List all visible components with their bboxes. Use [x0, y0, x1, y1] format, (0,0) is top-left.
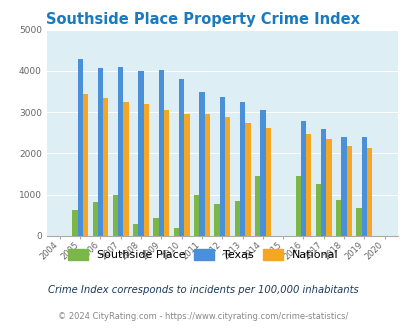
Bar — [356, 208, 361, 236]
Bar — [234, 201, 239, 236]
Bar — [179, 79, 184, 236]
Bar — [83, 94, 88, 236]
Bar — [92, 202, 98, 236]
Bar — [133, 224, 138, 236]
Text: Crime Index corresponds to incidents per 100,000 inhabitants: Crime Index corresponds to incidents per… — [47, 285, 358, 295]
Bar — [138, 71, 143, 236]
Bar — [326, 139, 331, 236]
Bar — [254, 176, 260, 236]
Bar — [224, 117, 230, 236]
Bar — [113, 195, 118, 236]
Bar — [260, 110, 265, 236]
Bar — [320, 129, 326, 236]
Bar — [366, 148, 371, 236]
Bar — [184, 114, 189, 236]
Bar — [219, 97, 224, 236]
Bar — [143, 104, 149, 236]
Bar — [361, 137, 366, 236]
Bar — [118, 67, 123, 236]
Bar — [239, 102, 245, 236]
Text: © 2024 CityRating.com - https://www.cityrating.com/crime-statistics/: © 2024 CityRating.com - https://www.city… — [58, 312, 347, 321]
Bar — [153, 218, 158, 236]
Bar — [346, 146, 351, 236]
Bar — [245, 123, 250, 236]
Legend: Southside Place, Texas, National: Southside Place, Texas, National — [68, 249, 337, 260]
Bar — [199, 92, 204, 236]
Bar — [295, 176, 300, 236]
Bar — [341, 137, 346, 236]
Bar — [315, 184, 320, 236]
Bar — [103, 98, 108, 236]
Bar — [265, 128, 270, 236]
Bar — [204, 114, 209, 236]
Text: Southside Place Property Crime Index: Southside Place Property Crime Index — [46, 12, 359, 26]
Bar — [335, 200, 341, 236]
Bar — [158, 70, 164, 236]
Bar — [72, 211, 77, 236]
Bar — [173, 228, 179, 236]
Bar — [214, 204, 219, 236]
Bar — [77, 59, 83, 236]
Bar — [194, 195, 199, 236]
Bar — [305, 135, 311, 236]
Bar — [300, 121, 305, 236]
Bar — [98, 68, 103, 236]
Bar — [164, 110, 169, 236]
Bar — [123, 102, 128, 236]
